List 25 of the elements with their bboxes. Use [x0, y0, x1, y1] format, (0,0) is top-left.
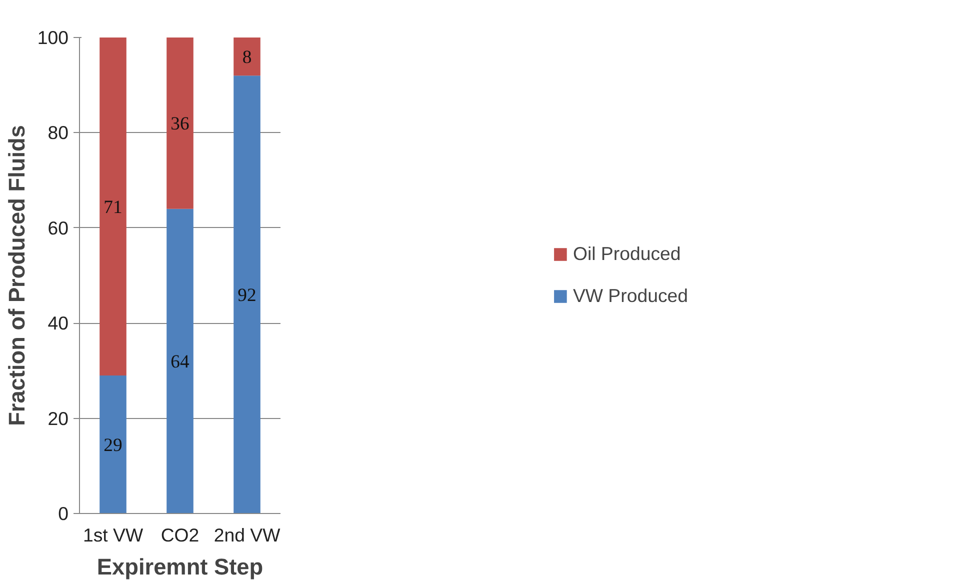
legend-label: VW Produced	[572, 285, 688, 307]
bar	[100, 375, 126, 514]
x-axis-title: Expiremnt Step	[96, 554, 264, 580]
data-label: 36	[170, 114, 190, 135]
y-tick-label: 100	[37, 27, 69, 48]
y-tick-label: 0	[58, 503, 69, 524]
data-label: 71	[104, 196, 122, 218]
bar	[166, 38, 194, 209]
data-label: 92	[238, 285, 256, 306]
data-label: 8	[242, 47, 252, 68]
y-tick-label: 20	[48, 408, 69, 429]
bar	[100, 38, 126, 376]
bar	[234, 38, 260, 76]
x-tick-label: 2nd VW	[214, 524, 281, 546]
x-tick-label: 1st VW	[82, 524, 144, 546]
legend-label: Oil Produced	[572, 243, 681, 265]
data-label: 29	[104, 434, 122, 456]
y-tick-label: 80	[48, 122, 69, 144]
y-axis-title: Fraction of Produced Fluids	[3, 125, 30, 426]
x-tick-label: CO2	[160, 524, 200, 546]
y-tick-label: 40	[48, 312, 69, 334]
y-tick-label: 60	[48, 217, 69, 238]
bar	[234, 76, 260, 514]
data-label: 64	[170, 352, 190, 373]
bar	[166, 208, 194, 514]
